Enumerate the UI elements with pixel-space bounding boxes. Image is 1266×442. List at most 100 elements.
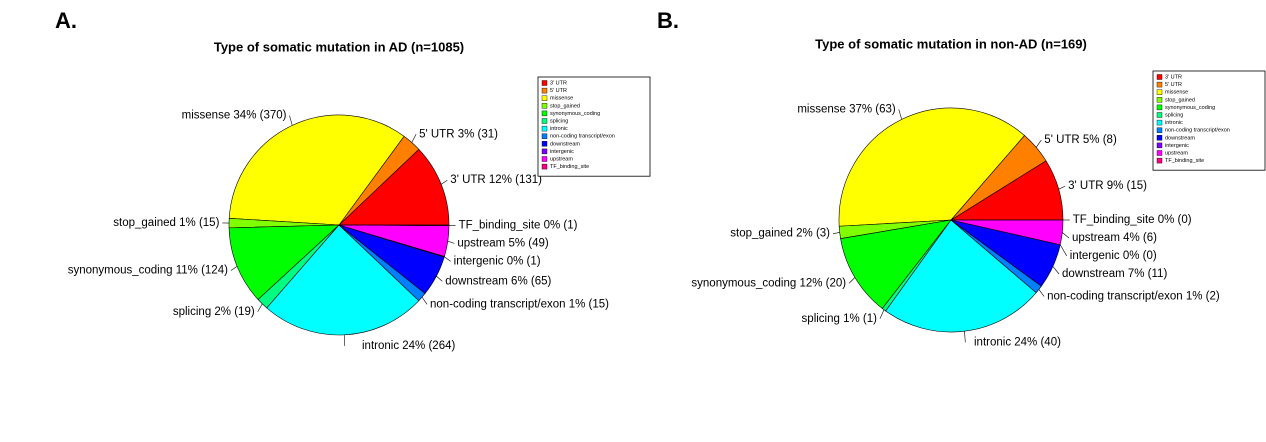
chart-title: Type of somatic mutation in AD (n=1085)	[214, 39, 464, 54]
legend-swatch	[541, 156, 548, 162]
legend-label: upstream	[550, 156, 573, 162]
legend-swatch	[541, 87, 548, 94]
legend-label: non-coding transcript/exon	[550, 134, 615, 140]
legend-swatch	[541, 103, 548, 109]
legend-label: non-coding transcript/exon	[1165, 128, 1230, 134]
legend-swatch	[541, 80, 548, 86]
legend-label: intergenic	[550, 149, 574, 155]
legend-label: missense	[550, 96, 573, 102]
legend-swatch	[541, 163, 548, 170]
legend-swatch	[1156, 89, 1163, 95]
leader-line	[1035, 139, 1042, 148]
slice-label: synonymous_coding 12% (20)	[691, 277, 846, 289]
legend-label: intergenic	[1165, 143, 1189, 149]
panel-label: B.	[657, 8, 679, 33]
legend-label: downstream	[1165, 135, 1195, 141]
legend-label: splicing	[1165, 112, 1183, 118]
legend-swatch	[541, 95, 548, 101]
slice-label: stop_gained 1% (15)	[113, 217, 219, 229]
legend-box	[1152, 70, 1266, 171]
legend-swatch	[1156, 112, 1163, 118]
legend-label: intronic	[550, 126, 568, 132]
legend-label: synonymous_coding	[550, 111, 600, 117]
slice-label: stop_gained 2% (3)	[730, 228, 830, 240]
legend-box	[537, 76, 651, 177]
legend-swatch	[1156, 97, 1163, 103]
slice-label: downstream 6% (65)	[445, 275, 551, 287]
slice-label: 3' UTR 12% (131)	[450, 174, 542, 186]
legend-swatch	[541, 133, 548, 139]
legend-swatch	[1156, 104, 1163, 111]
leader-line	[411, 134, 417, 143]
leader-line	[289, 115, 293, 126]
pie-slice	[885, 219, 1037, 333]
leader-line	[1038, 289, 1045, 297]
pie-slice	[338, 224, 450, 226]
pie-slice	[228, 114, 405, 226]
slice-label: intronic 24% (40)	[974, 336, 1061, 348]
slice-label: missense 34% (370)	[182, 109, 287, 121]
leader-line	[898, 109, 903, 120]
slice-label: 5' UTR 5% (8)	[1044, 134, 1117, 146]
legend-swatch	[1156, 157, 1163, 164]
leader-line	[436, 275, 443, 282]
legend-label: splicing	[550, 118, 568, 124]
legend-swatch	[1156, 150, 1163, 156]
legend-label: downstream	[550, 141, 580, 147]
slice-label: non-coding transcript/exon 1% (15)	[430, 298, 609, 310]
legend-swatch	[541, 110, 548, 117]
leader-line	[832, 232, 840, 235]
legend-swatch	[541, 141, 548, 147]
legend-label: 5' UTR	[550, 88, 567, 94]
legend-label: 5' UTR	[1165, 82, 1182, 88]
leader-line	[421, 296, 428, 305]
legend-swatch	[1156, 127, 1163, 133]
slice-label: TF_binding_site 0% (0)	[1073, 214, 1192, 226]
legend-label: stop_gained	[1165, 97, 1195, 103]
leader-line	[1058, 185, 1066, 190]
slice-label: intergenic 0% (0)	[1070, 250, 1157, 262]
legend-label: missense	[1165, 90, 1188, 96]
leader-line	[257, 303, 263, 312]
legend-label: TF_binding_site	[550, 164, 589, 170]
legend-swatch	[1156, 81, 1163, 88]
legend-label: 3' UTR	[550, 80, 567, 86]
leader-line	[848, 277, 856, 284]
chart-title: Type of somatic mutation in non-AD (n=16…	[815, 36, 1087, 51]
leader-line	[230, 266, 238, 271]
panel-label: A.	[55, 8, 77, 33]
legend-label: upstream	[1165, 150, 1188, 156]
legend-label: intronic	[1165, 120, 1183, 126]
leader-line	[964, 331, 966, 343]
slice-label: 3' UTR 9% (15)	[1068, 180, 1147, 192]
slice-label: TF_binding_site 0% (1)	[459, 219, 578, 231]
legend-swatch	[1156, 135, 1163, 141]
slice-label: missense 37% (63)	[797, 103, 896, 115]
slice-label: synonymous_coding 11% (124)	[68, 264, 228, 276]
slice-label: 5' UTR 3% (31)	[419, 128, 498, 140]
legend-label: 3' UTR	[1165, 74, 1182, 80]
slice-label: splicing 1% (1)	[802, 313, 878, 325]
legend-swatch	[541, 118, 548, 124]
legend-label: synonymous_coding	[1165, 105, 1215, 111]
slice-label: non-coding transcript/exon 1% (2)	[1047, 290, 1220, 302]
legend-label: stop_gained	[550, 103, 580, 109]
slice-label: upstream 5% (49)	[457, 237, 549, 249]
leader-line	[879, 309, 885, 319]
legend-label: TF_binding_site	[1165, 158, 1204, 164]
slice-label: upstream 4% (6)	[1072, 232, 1157, 244]
slice-label: splicing 2% (19)	[173, 306, 255, 318]
legend-swatch	[541, 148, 548, 155]
leader-line	[1052, 266, 1060, 275]
slice-label: intronic 24% (264)	[362, 340, 455, 352]
legend-swatch	[541, 125, 548, 132]
leader-line	[1059, 244, 1068, 257]
leader-line	[1062, 232, 1070, 239]
leader-line	[441, 179, 448, 185]
slice-label: downstream 7% (11)	[1062, 268, 1167, 280]
legend-swatch	[1156, 119, 1163, 126]
leader-line	[444, 256, 451, 262]
slice-label: intergenic 0% (1)	[454, 255, 541, 267]
